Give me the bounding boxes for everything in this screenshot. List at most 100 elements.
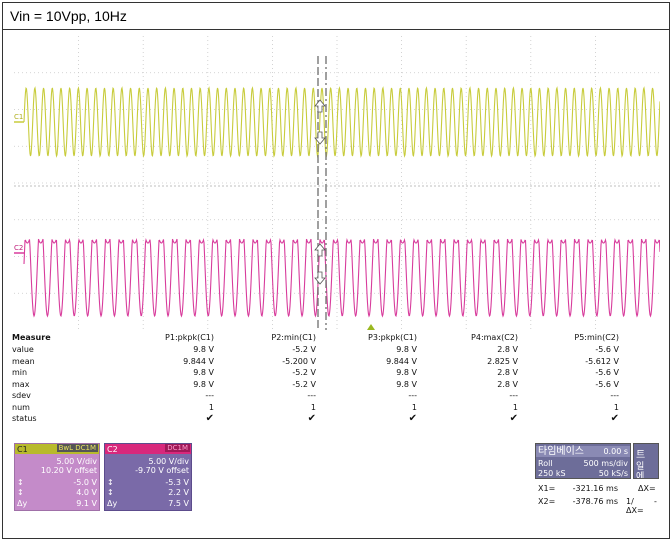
- timebase-tdiv: 500 ms/div: [583, 459, 628, 468]
- measure-cell: 1: [411, 402, 417, 412]
- c2-cursor2-value: 2.2 V: [168, 488, 189, 497]
- c1-cursor1-icon: ↕: [17, 478, 24, 487]
- measure-cell: -5.6 V: [595, 379, 619, 389]
- measure-cell: 9.844 V: [183, 356, 214, 366]
- c2-delta-value: 7.5 V: [168, 499, 189, 508]
- measure-col-header: P5:min(C2): [574, 333, 619, 342]
- c1-trace-label: C1: [14, 113, 23, 121]
- measure-row: min 9.8 V -5.2 V 9.8 V 2.8 V -5.6 V: [12, 368, 632, 379]
- timebase-title: 타임베이스: [538, 446, 584, 457]
- c1-cursor2-value: 4.0 V: [76, 488, 97, 497]
- c2-vdiv: 5.00 V/div: [148, 457, 189, 466]
- c1-delta-label: Δy: [17, 499, 28, 508]
- measure-cell: 9.8 V: [193, 379, 214, 389]
- cursor-readout-x2: X2= -378.76 ms 1/ΔX= -: [538, 497, 657, 515]
- trigger-panel[interactable]: 트 일 에: [633, 443, 659, 479]
- c2-panel-name: C2: [107, 445, 118, 454]
- c1-coupling-badge: BwL DC1M: [56, 444, 98, 452]
- timebase-mode: Roll: [538, 459, 553, 468]
- c2-panel-header: C2 DC1M: [105, 444, 191, 454]
- measure-cell: 9.8 V: [396, 368, 417, 377]
- measure-cell: 9.8 V: [396, 345, 417, 354]
- c2-trace-label: C2: [14, 244, 23, 252]
- measure-row: status ✔ ✔ ✔ ✔ ✔: [12, 414, 632, 425]
- measure-row: mean 9.844 V -5.200 V 9.844 V 2.825 V -5.612 …: [12, 357, 632, 368]
- c2-channel-panel[interactable]: C2 DC1M 5.00 V/div -9.70 V offset ↕ -5.3 …: [104, 443, 192, 511]
- c1-channel-panel[interactable]: C1 BwL DC1M 5.00 V/div 10.20 V offset ↕ -…: [14, 443, 100, 511]
- timebase-panel[interactable]: 타임베이스 0.00 s Roll 500 ms/div 250 kS 50 kS/…: [535, 443, 631, 479]
- c2-delta-label: Δy: [107, 499, 118, 508]
- cursor-down-arrow-icon[interactable]: [314, 271, 326, 285]
- measure-col-header: P2:min(C1): [271, 333, 316, 342]
- measure-cell: 1: [310, 402, 316, 412]
- c2-coupling-badge: DC1M: [165, 444, 190, 452]
- timebase-samples: 250 kS: [538, 469, 566, 478]
- c1-panel-header: C1 BwL DC1M: [15, 444, 99, 454]
- x2-value: -378.76 ms: [572, 497, 618, 506]
- measure-cell: 1: [613, 402, 619, 412]
- measure-cell: 9.8 V: [193, 368, 214, 377]
- measure-row: sdev --- --- --- --- ---: [12, 391, 632, 402]
- c1-panel-name: C1: [17, 445, 28, 454]
- graticule: [14, 36, 660, 330]
- measure-col-header: P1:pkpk(C1): [165, 333, 214, 342]
- trigger-line1: 일: [636, 462, 645, 472]
- c2-cursor1-icon: ↕: [107, 478, 114, 487]
- measure-cell: 9.8 V: [193, 345, 214, 354]
- timebase-delay: 0.00 s: [603, 447, 628, 456]
- measure-cell: 2.825 V: [487, 356, 518, 366]
- measure-cell: -5.200 V: [282, 356, 316, 366]
- measure-row-label: num: [12, 402, 30, 412]
- measure-cell: ---: [509, 391, 518, 400]
- cursor-lines[interactable]: [314, 56, 327, 330]
- measure-cell: 2.8 V: [497, 368, 518, 377]
- c1-cursor1-value: -5.0 V: [73, 478, 97, 487]
- measure-row-label: sdev: [12, 391, 31, 400]
- measure-cell: -5.612 V: [585, 356, 619, 366]
- waveforms: [14, 86, 660, 318]
- status-check-icon: ✔: [408, 413, 417, 424]
- figure-caption: Vin = 10Vpp, 10Hz: [2, 2, 670, 30]
- measure-cell: -5.2 V: [292, 345, 316, 354]
- measure-row-label: min: [12, 368, 28, 377]
- measure-row-label: mean: [12, 356, 35, 366]
- c1-offset: 10.20 V offset: [40, 466, 97, 475]
- inv-dx-value: -: [654, 497, 657, 506]
- cursor-up-arrow-icon[interactable]: [314, 243, 326, 257]
- status-check-icon: ✔: [509, 413, 518, 424]
- trigger-line2: 에: [636, 472, 645, 479]
- measure-cell: 2.8 V: [497, 379, 518, 389]
- measure-cell: 9.844 V: [386, 356, 417, 366]
- measure-row: num 1 1 1 1 1: [12, 403, 632, 414]
- measure-cell: -5.6 V: [595, 368, 619, 377]
- c1-cursor2-icon: ↕: [17, 488, 24, 497]
- measure-row-label: max: [12, 379, 30, 389]
- status-check-icon: ✔: [205, 413, 214, 424]
- measure-cell: ---: [408, 391, 417, 400]
- dx-label: ΔX=: [638, 484, 656, 493]
- measure-cell: 1: [208, 402, 214, 412]
- measure-col-header: P3:pkpk(C1): [368, 333, 417, 342]
- c2-cursor1-value: -5.3 V: [165, 478, 189, 487]
- measure-title: Measure: [12, 333, 51, 342]
- measure-row: max 9.8 V -5.2 V 9.8 V 2.8 V -5.6 V: [12, 380, 632, 391]
- measure-cell: 2.8 V: [497, 345, 518, 354]
- trigger-title: 트: [636, 450, 646, 461]
- measure-col-header: P4:max(C2): [471, 333, 518, 342]
- x1-value: -321.16 ms: [572, 484, 618, 493]
- measure-cell: ---: [307, 391, 316, 400]
- c2-cursor2-icon: ↕: [107, 488, 114, 497]
- c2-offset: -9.70 V offset: [135, 466, 189, 475]
- measure-row-label: status: [12, 414, 37, 423]
- trigger-marker-icon: [367, 324, 375, 330]
- x2-label: X2=: [538, 497, 556, 506]
- inv-dx-label: 1/ΔX=: [626, 497, 644, 515]
- x1-label: X1=: [538, 484, 556, 493]
- cursor-down-arrow-icon[interactable]: [314, 131, 326, 145]
- c1-vdiv: 5.00 V/div: [56, 457, 97, 466]
- cursor-up-arrow-icon[interactable]: [314, 99, 326, 113]
- measure-cell: ---: [610, 391, 619, 400]
- measure-cell: 9.8 V: [396, 379, 417, 389]
- timebase-rate: 50 kS/s: [598, 469, 628, 478]
- measure-cell: -5.2 V: [292, 368, 316, 377]
